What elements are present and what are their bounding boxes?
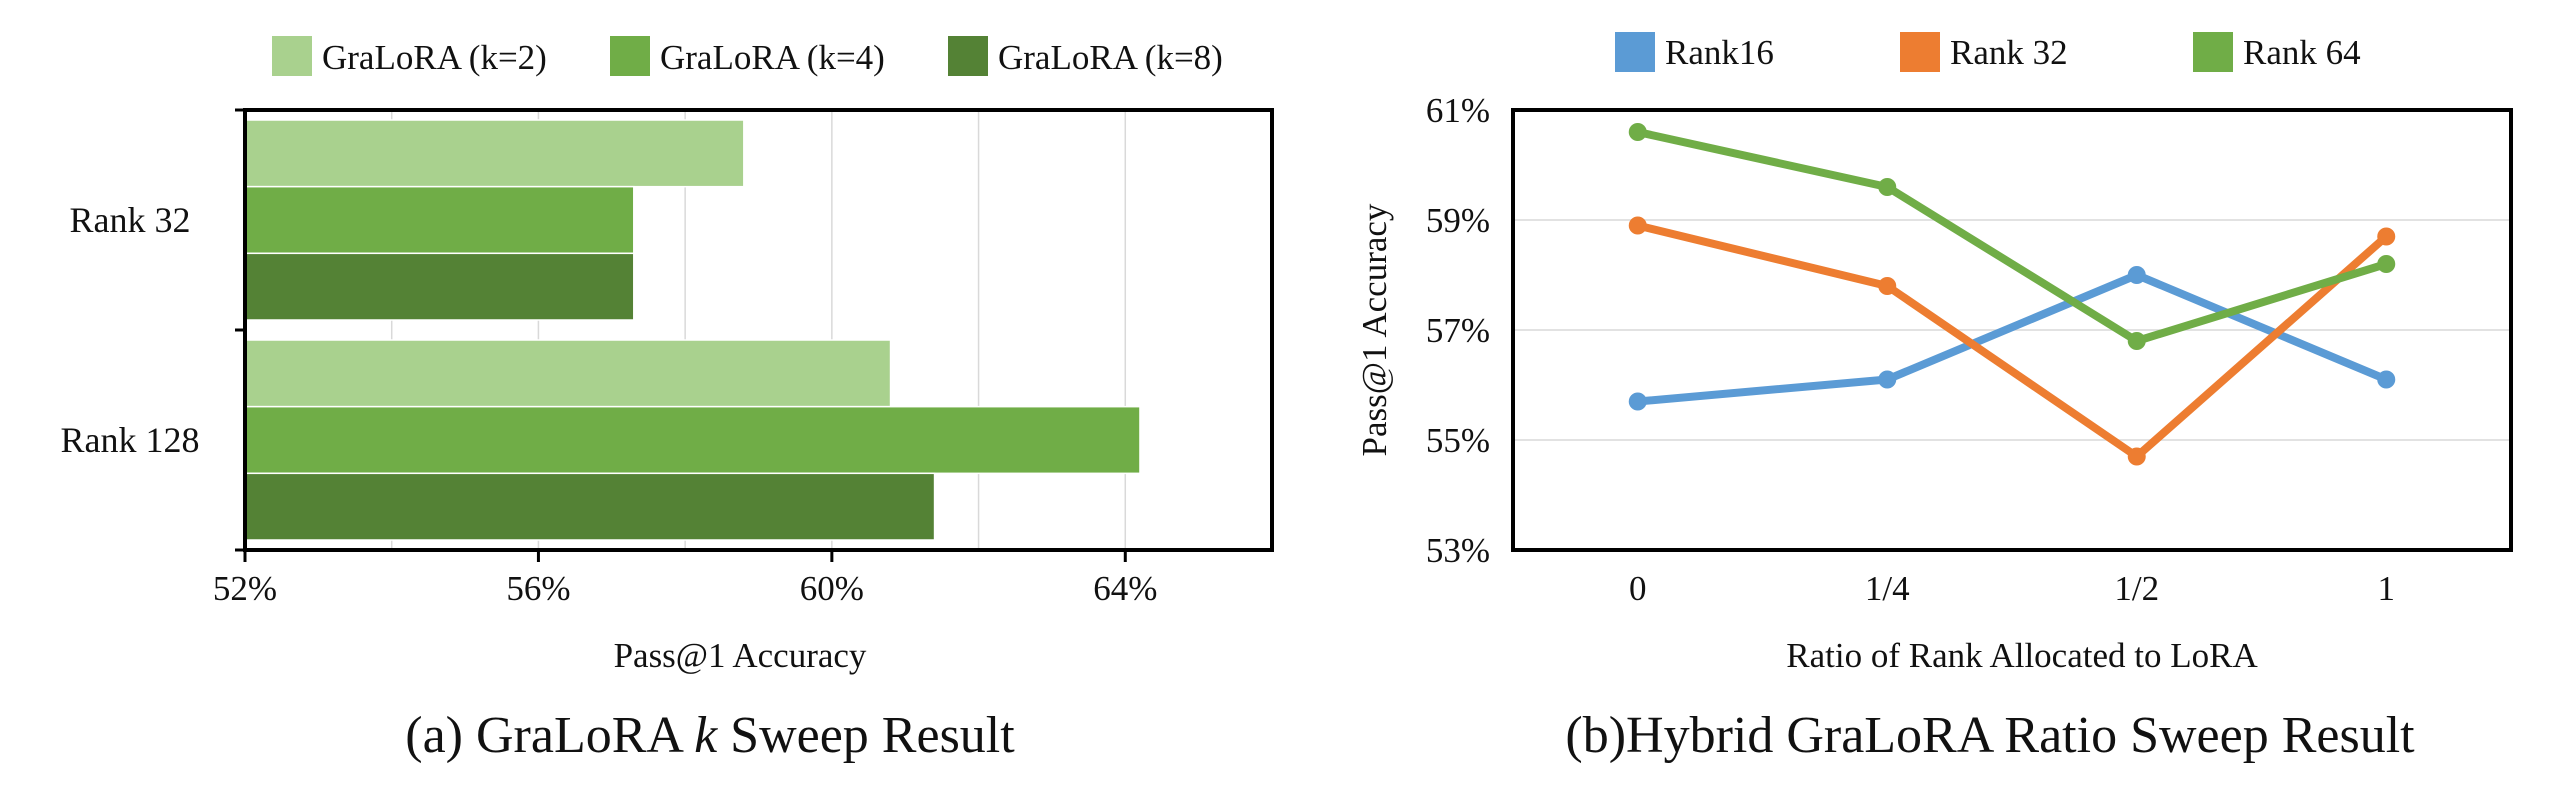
legend-b: Rank16 Rank 32 Rank 64 [1615, 32, 2361, 72]
legend-swatch-b [2193, 32, 2233, 72]
y-tick-label-b: 59% [1426, 201, 1490, 240]
bar [244, 472, 936, 541]
caption-a-suffix: Sweep Result [717, 707, 1015, 764]
plot-frame-b [1511, 108, 2513, 552]
category-label: Rank 32 [70, 200, 191, 240]
legend-swatch-b [1900, 32, 1940, 72]
series-line [1633, 221, 2391, 461]
chart-b: Rank16 Rank 32 Rank 64 53% 55% 57% 59% 61% 0 1/… [1355, 32, 2513, 764]
bar [244, 339, 892, 408]
x-tick-label-a: 60% [800, 569, 864, 608]
legend-a: GraLoRA (k=2) GraLoRA (k=4) GraLoRA (k=8) [272, 36, 1223, 77]
y-axis-label-b: Pass@1 Accuracy [1355, 203, 1394, 456]
legend-swatch-b [1615, 32, 1655, 72]
legend-label-b: Rank16 [1665, 33, 1774, 72]
bar [244, 185, 635, 255]
caption-a-italic: k [694, 707, 718, 764]
caption-b: (b)Hybrid GraLoRA Ratio Sweep Result [1565, 707, 2415, 764]
legend-swatch-a [948, 36, 988, 76]
data-point [1628, 216, 1647, 235]
series-line [1633, 271, 2391, 406]
x-axis-label-a: Pass@1 Accuracy [614, 636, 867, 675]
legend-swatch-a [272, 36, 312, 76]
legend-label-b: Rank 64 [2243, 33, 2361, 72]
chart-a: GraLoRA (k=2) GraLoRA (k=4) GraLoRA (k=8) … [61, 36, 1274, 764]
x-axis-label-b: Ratio of Rank Allocated to LoRA [1786, 636, 2258, 675]
data-point [2127, 266, 2146, 284]
legend-label-b: Rank 32 [1950, 33, 2068, 72]
data-point [2127, 447, 2146, 466]
y-tick-label-b: 61% [1426, 91, 1490, 130]
y-tick-label-b: 53% [1426, 531, 1490, 570]
data-point [2127, 332, 2146, 350]
y-ticks-b: 53% 55% 57% 59% 61% [1426, 91, 1490, 570]
bar [244, 252, 635, 321]
x-tick-label-b: 0 [1629, 569, 1647, 608]
bars-a [244, 119, 1141, 541]
legend-swatch-a [610, 36, 650, 76]
x-ticks-b: 0 1/4 1/2 1 [1629, 569, 2395, 608]
x-tick-label-b: 1 [2378, 569, 2396, 608]
caption-a-prefix: (a) GraLoRA [405, 707, 694, 764]
x-tick-label-a: 56% [506, 569, 570, 608]
legend-label-a: GraLoRA (k=2) [322, 38, 547, 77]
x-tick-label-a: 64% [1093, 569, 1157, 608]
data-point [1628, 392, 1647, 411]
data-point [1878, 277, 1897, 295]
bar [244, 119, 745, 188]
x-tick-label-a: 52% [213, 569, 277, 608]
data-point [2377, 370, 2396, 389]
x-tick-label-b: 1/4 [1865, 569, 1910, 608]
data-point [1878, 370, 1897, 389]
caption-a: (a) GraLoRA k Sweep Result [405, 707, 1015, 764]
data-point [1878, 178, 1897, 196]
lines-b [1628, 123, 2396, 466]
legend-label-a: GraLoRA (k=8) [998, 38, 1223, 77]
y-tick-label-b: 57% [1426, 311, 1490, 350]
bar [244, 405, 1141, 475]
x-ticks-a: 52% 56% 60% 64% [213, 550, 1157, 608]
y-ticks-a [235, 108, 245, 552]
category-labels-a: Rank 32 Rank 128 [61, 200, 200, 460]
category-label: Rank 128 [61, 420, 200, 460]
legend-label-a: GraLoRA (k=4) [660, 38, 885, 77]
y-tick-label-b: 55% [1426, 421, 1490, 460]
data-point [2377, 227, 2396, 246]
series-line [1633, 128, 2391, 345]
data-point [2377, 255, 2396, 273]
x-tick-label-b: 1/2 [2114, 569, 2159, 608]
data-point [1628, 123, 1647, 141]
